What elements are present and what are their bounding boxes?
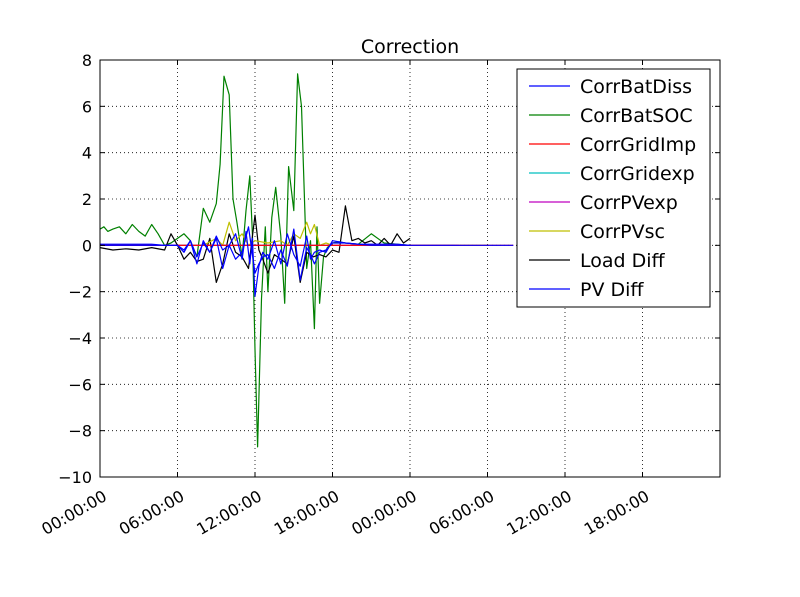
legend-label: CorrPVsc [580,221,665,243]
legend-label: PV Diff [580,279,644,301]
y-tick-label: 8 [82,51,92,70]
legend-box [516,68,711,308]
y-tick-label: −4 [68,329,92,348]
series-line-pv-diff [100,226,514,281]
series-line-load-diff [99,205,411,283]
legend: CorrBatDiss CorrBatSOC CorrGridImp CorrGrid… [516,68,711,308]
legend-label: CorrBatDiss [580,76,692,98]
y-tick-label: −10 [58,468,92,487]
chart-title: Correction [361,36,459,58]
legend-label: Load Diff [580,250,666,272]
y-tick-label: −6 [68,375,92,394]
y-tick-label: 2 [82,190,92,209]
y-tick-label: −2 [68,283,92,302]
legend-label: CorrGridexp [580,163,695,185]
y-tick-label: 6 [82,97,92,116]
series-line-corrbatdiss [100,230,411,297]
legend-label: CorrBatSOC [580,105,693,127]
legend-label: CorrPVexp [580,192,678,214]
y-tick-label: 0 [82,236,92,255]
y-tick-label: −8 [68,422,92,441]
legend-label: CorrGridImp [580,134,696,156]
series-layer [99,73,514,448]
y-tick-label: 4 [82,144,92,163]
